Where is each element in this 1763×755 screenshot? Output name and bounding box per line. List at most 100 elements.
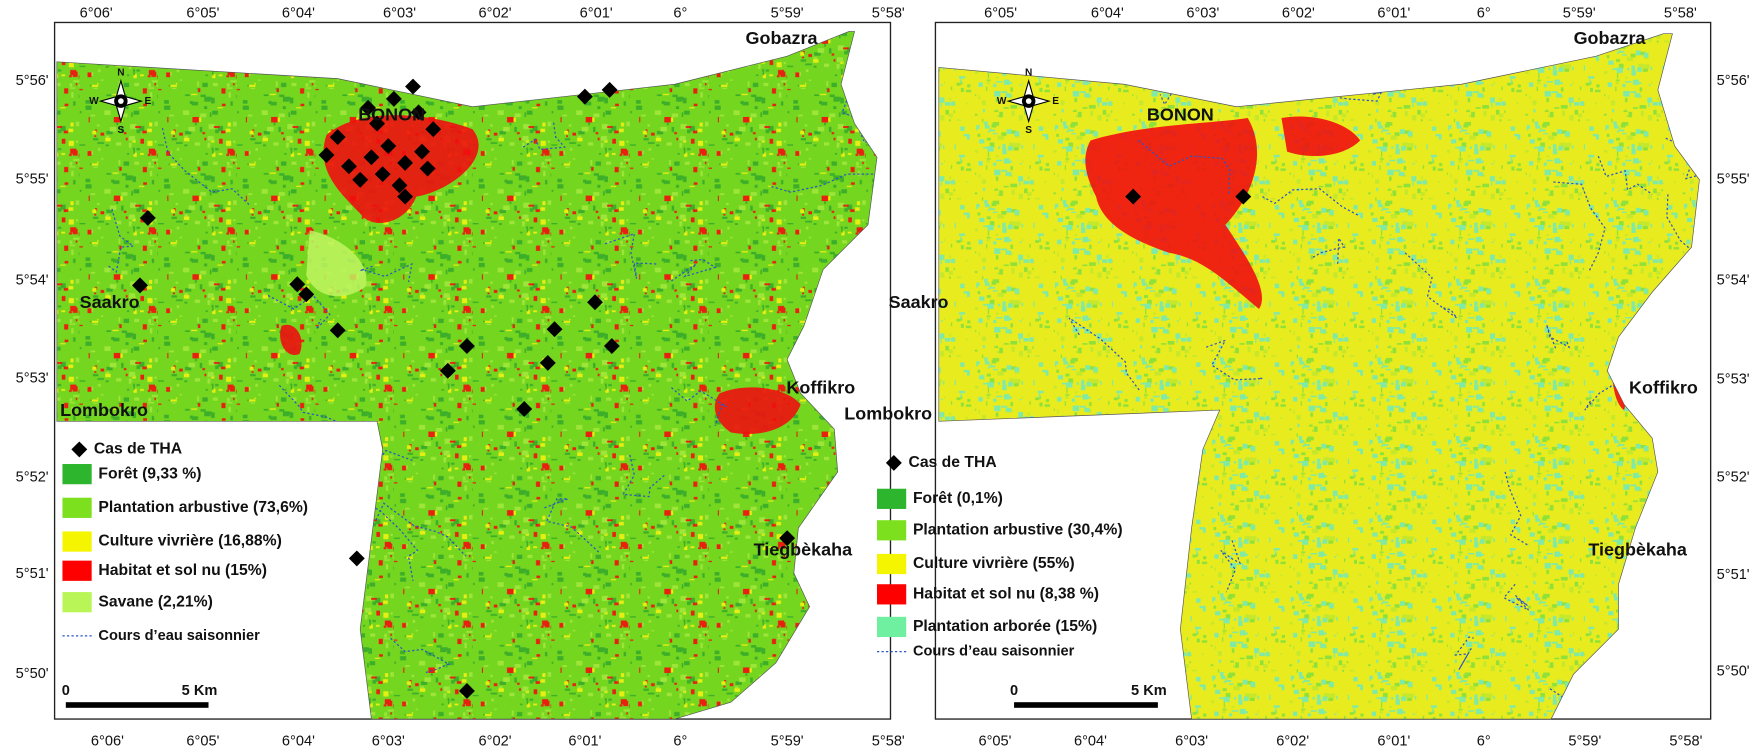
legend-label: Habitat et sol nu (8,38 %)	[913, 585, 1099, 602]
legend-swatch	[877, 520, 907, 541]
tha-case-marker	[132, 277, 148, 294]
longitude-label: 5°59'	[771, 733, 804, 749]
seasonal-river	[1553, 181, 1606, 272]
place-name: Lombokro	[844, 403, 932, 423]
legend-swatch	[877, 553, 907, 575]
longitude-label: 6°05'	[186, 5, 219, 21]
longitude-label: 6°04'	[282, 5, 315, 21]
legend-title: Cas de THA	[908, 454, 996, 471]
legend-swatch	[62, 497, 92, 518]
habitat-patch	[280, 324, 302, 356]
tha-case-marker	[348, 550, 365, 567]
seasonal-river	[622, 454, 667, 498]
legend-label: Habitat et sol nu (15%)	[98, 562, 267, 579]
legend-swatch	[62, 464, 92, 485]
legend-marker	[71, 441, 88, 458]
longitude-label: 6°05'	[984, 5, 1017, 21]
longitude-label: 6°03'	[1186, 5, 1219, 21]
compass-letter: N	[1025, 68, 1032, 79]
seasonal-river	[671, 387, 727, 426]
longitude-label: 5°58'	[1664, 5, 1697, 21]
scale-label: 0	[62, 683, 70, 699]
seasonal-river	[1504, 471, 1529, 547]
latitude-label: 5°51'	[1717, 567, 1750, 583]
place-name: Gobazra	[746, 28, 819, 48]
tha-case-marker	[298, 286, 315, 303]
legend-swatch	[877, 584, 907, 605]
longitude-label: 6°06'	[91, 733, 124, 749]
longitude-label: 6°01'	[1377, 733, 1410, 749]
latitude-label: 5°53'	[16, 370, 49, 386]
seasonal-river	[604, 232, 658, 279]
latitude-label: 5°54'	[1717, 273, 1750, 289]
seasonal-river	[1404, 252, 1458, 319]
place-name: Saakro	[889, 292, 949, 312]
latitude-label: 5°53'	[1717, 372, 1750, 388]
place-name: Saakro	[80, 292, 140, 312]
land-cover-area	[56, 31, 878, 720]
seasonal-river	[359, 262, 413, 283]
longitude-label: 5°58'	[872, 5, 905, 21]
place-name: BONON	[358, 104, 425, 124]
legend-label: Forêt (9,33 %)	[98, 465, 201, 482]
compass-letter: S	[1025, 125, 1032, 136]
longitude-label: 6°03'	[1175, 733, 1208, 749]
seasonal-river	[278, 384, 363, 435]
compass-letter: W	[89, 96, 99, 107]
legend-swatch	[62, 560, 92, 581]
compass-letter: E	[1052, 96, 1059, 107]
seasonal-river	[1016, 421, 1112, 446]
tha-case-marker	[439, 362, 456, 379]
latitude-label: 5°55'	[16, 172, 49, 188]
map-panel: 6°05' 6°04' 6°03' 6°02' 6°01' 6° 5°59' 5°58' 6°0…	[844, 5, 1749, 749]
longitude-label: 6°03'	[372, 733, 405, 749]
longitude-label: 6°01'	[580, 5, 613, 21]
latitude-label: 5°51'	[16, 566, 49, 582]
map-panel: 6°06' 6°05' 6°04' 6°03' 6°02' 6°01' 6° 5°59' 5°5…	[16, 5, 905, 749]
place-name: Tiegbèkaha	[754, 539, 854, 559]
scale-bar	[1014, 702, 1158, 708]
seasonal-river	[305, 433, 323, 478]
seasonal-river	[1262, 188, 1360, 217]
tha-case-marker	[414, 143, 430, 160]
legend-label: Savane (2,21%)	[98, 593, 212, 610]
legend-swatch	[877, 616, 907, 638]
seasonal-river	[1546, 324, 1571, 349]
legend-label: Cours d’eau saisonnier	[98, 628, 260, 644]
seasonal-river	[1502, 583, 1530, 611]
longitude-label: 6°04'	[1091, 5, 1124, 21]
place-name: Gobazra	[1574, 28, 1647, 48]
latitude-label: 5°56'	[16, 73, 49, 89]
place-name: Tiegbèkaha	[1588, 539, 1688, 559]
seasonal-river	[1312, 236, 1346, 265]
latitude-label: 5°50'	[1717, 664, 1750, 680]
scale-bar	[65, 702, 209, 708]
seasonal-river	[522, 121, 566, 151]
seasonal-river	[1205, 339, 1263, 381]
tha-case-marker	[380, 138, 397, 155]
latitude-label: 5°54'	[16, 273, 49, 289]
longitude-label: 6°05'	[978, 733, 1011, 749]
longitude-label: 6°	[1477, 733, 1491, 749]
longitude-label: 5°58'	[1669, 733, 1702, 749]
longitude-label: 5°59'	[1568, 733, 1601, 749]
longitude-label: 6°02'	[479, 5, 512, 21]
compass-letter: N	[117, 68, 124, 79]
latitude-label: 5°56'	[1717, 73, 1750, 89]
legend-label: Plantation arbustive (73,6%)	[98, 499, 308, 516]
legend-label: Culture vivrière (55%)	[913, 555, 1075, 572]
tha-case-marker	[779, 530, 796, 547]
longitude-label: 6°03'	[383, 5, 416, 21]
legend-label: Culture vivrière (16,88%)	[98, 533, 281, 550]
seasonal-river	[1584, 384, 1625, 411]
longitude-label: 5°58'	[872, 733, 905, 749]
latitude-label: 5°50'	[16, 666, 49, 682]
seasonal-river	[671, 258, 717, 282]
seasonal-river	[161, 127, 250, 205]
tha-case-marker	[576, 88, 593, 105]
seasonal-river	[350, 496, 419, 581]
place-name: Lombokro	[60, 400, 148, 420]
longitude-label: 6°02'	[1276, 733, 1309, 749]
